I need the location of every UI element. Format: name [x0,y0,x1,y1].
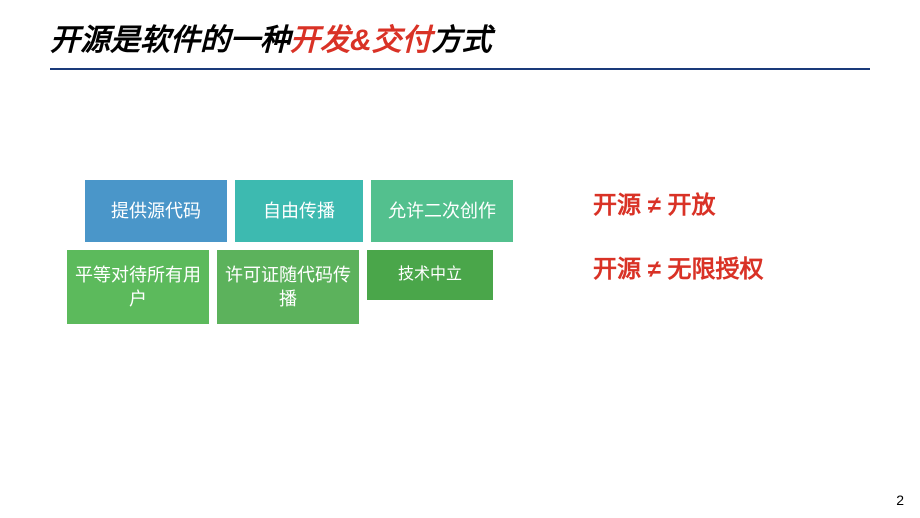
slide-title: 开源是软件的一种开发&交付方式 [50,20,870,62]
box-free-distribution: 自由传播 [235,180,363,242]
page-number: 2 [896,492,904,508]
title-highlight: 开发&交付 [290,24,432,57]
boxes-row-2: 平等对待所有用户 许可证随代码传播 技术中立 [67,250,535,324]
boxes-grid: 提供源代码 自由传播 允许二次创作 平等对待所有用户 许可证随代码传播 技术中立 [85,180,535,332]
box-license-propagation: 许可证随代码传播 [217,250,359,324]
note-not-unlimited: 开源 ≠ 无限授权 [593,252,764,288]
box-derivative-works: 允许二次创作 [371,180,513,242]
boxes-row-1: 提供源代码 自由传播 允许二次创作 [85,180,535,242]
title-part2: 方式 [432,24,492,57]
box-tech-neutral: 技术中立 [367,250,493,300]
notes-area: 开源 ≠ 开放 开源 ≠ 无限授权 [593,180,764,332]
box-source-code: 提供源代码 [85,180,227,242]
title-part1: 开源是软件的一种 [50,24,290,57]
box-equal-users: 平等对待所有用户 [67,250,209,324]
title-area: 开源是软件的一种开发&交付方式 [0,0,920,70]
title-underline [50,68,870,70]
content-area: 提供源代码 自由传播 允许二次创作 平等对待所有用户 许可证随代码传播 技术中立… [85,180,880,332]
note-not-open: 开源 ≠ 开放 [593,188,764,224]
